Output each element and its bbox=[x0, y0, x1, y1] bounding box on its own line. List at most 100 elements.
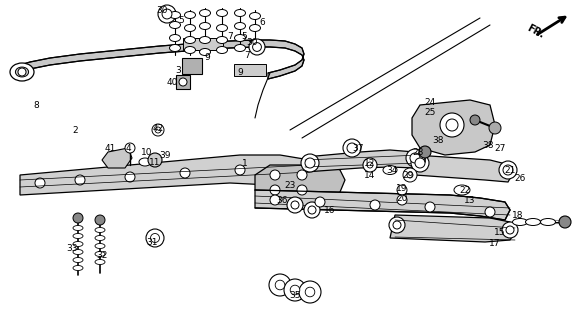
Circle shape bbox=[290, 285, 300, 295]
Ellipse shape bbox=[95, 252, 105, 257]
Text: 34: 34 bbox=[386, 165, 398, 174]
Text: 30: 30 bbox=[246, 37, 258, 46]
Circle shape bbox=[502, 222, 518, 238]
Circle shape bbox=[393, 221, 401, 229]
Polygon shape bbox=[415, 155, 512, 182]
Circle shape bbox=[270, 170, 280, 180]
Circle shape bbox=[73, 213, 83, 223]
Circle shape bbox=[425, 202, 435, 212]
Circle shape bbox=[503, 165, 513, 175]
Text: 14: 14 bbox=[364, 171, 376, 180]
Text: 6: 6 bbox=[259, 18, 265, 27]
Ellipse shape bbox=[513, 219, 527, 226]
Circle shape bbox=[299, 281, 321, 303]
Circle shape bbox=[148, 153, 162, 167]
Polygon shape bbox=[102, 148, 132, 168]
Text: 26: 26 bbox=[514, 173, 525, 182]
Ellipse shape bbox=[200, 49, 211, 55]
Bar bbox=[176, 75, 190, 89]
Ellipse shape bbox=[216, 46, 227, 53]
Polygon shape bbox=[255, 165, 345, 197]
Circle shape bbox=[155, 127, 161, 133]
Circle shape bbox=[125, 143, 135, 153]
Circle shape bbox=[275, 280, 285, 290]
Ellipse shape bbox=[454, 185, 470, 195]
Text: 7: 7 bbox=[227, 31, 233, 41]
Ellipse shape bbox=[184, 12, 195, 19]
Circle shape bbox=[308, 206, 316, 214]
Circle shape bbox=[270, 195, 280, 205]
Polygon shape bbox=[20, 155, 330, 195]
Circle shape bbox=[506, 226, 514, 234]
Ellipse shape bbox=[10, 63, 34, 81]
Text: 24: 24 bbox=[425, 98, 436, 107]
Ellipse shape bbox=[73, 266, 83, 270]
Polygon shape bbox=[255, 190, 510, 220]
Circle shape bbox=[304, 202, 320, 218]
Ellipse shape bbox=[73, 250, 83, 254]
Ellipse shape bbox=[525, 219, 541, 226]
Circle shape bbox=[162, 9, 172, 19]
Circle shape bbox=[407, 172, 413, 178]
Ellipse shape bbox=[95, 244, 105, 249]
Ellipse shape bbox=[95, 228, 105, 233]
Ellipse shape bbox=[95, 236, 105, 241]
Circle shape bbox=[291, 201, 299, 209]
Text: 9: 9 bbox=[237, 68, 243, 76]
Circle shape bbox=[95, 215, 105, 225]
Text: 16: 16 bbox=[324, 205, 336, 214]
Circle shape bbox=[415, 158, 425, 168]
Text: 32: 32 bbox=[96, 251, 108, 260]
Text: 21: 21 bbox=[505, 165, 516, 174]
Ellipse shape bbox=[216, 36, 227, 44]
Ellipse shape bbox=[95, 260, 105, 265]
Circle shape bbox=[18, 68, 26, 76]
Text: 5: 5 bbox=[241, 31, 247, 41]
Ellipse shape bbox=[234, 10, 245, 17]
Polygon shape bbox=[412, 100, 495, 155]
Circle shape bbox=[270, 185, 280, 195]
Ellipse shape bbox=[200, 22, 211, 29]
Circle shape bbox=[305, 158, 315, 168]
Circle shape bbox=[419, 146, 431, 158]
Circle shape bbox=[297, 170, 307, 180]
Circle shape bbox=[343, 139, 361, 157]
Circle shape bbox=[125, 172, 135, 182]
Text: 4: 4 bbox=[125, 143, 131, 153]
Ellipse shape bbox=[169, 35, 180, 42]
Ellipse shape bbox=[184, 36, 195, 44]
Text: 27: 27 bbox=[494, 143, 506, 153]
Ellipse shape bbox=[216, 10, 227, 17]
Circle shape bbox=[158, 5, 176, 23]
Text: 30: 30 bbox=[156, 5, 168, 14]
Text: 18: 18 bbox=[512, 211, 524, 220]
Ellipse shape bbox=[234, 22, 245, 29]
Circle shape bbox=[446, 119, 458, 131]
Ellipse shape bbox=[169, 12, 180, 19]
Text: 1: 1 bbox=[242, 158, 248, 167]
Circle shape bbox=[403, 168, 417, 182]
Ellipse shape bbox=[169, 44, 180, 52]
Ellipse shape bbox=[184, 46, 195, 53]
Text: 9: 9 bbox=[204, 52, 210, 61]
Text: 13: 13 bbox=[464, 196, 476, 204]
Ellipse shape bbox=[139, 158, 151, 166]
Ellipse shape bbox=[73, 258, 83, 262]
Text: 40: 40 bbox=[166, 77, 177, 86]
Text: 42: 42 bbox=[153, 124, 164, 132]
Circle shape bbox=[347, 143, 357, 153]
Text: 29: 29 bbox=[403, 171, 414, 180]
Text: 36: 36 bbox=[276, 196, 288, 204]
Circle shape bbox=[287, 197, 303, 213]
Circle shape bbox=[406, 149, 424, 167]
Ellipse shape bbox=[16, 67, 28, 77]
Text: 11: 11 bbox=[149, 157, 161, 166]
Circle shape bbox=[397, 195, 407, 205]
Ellipse shape bbox=[541, 219, 556, 226]
Polygon shape bbox=[390, 215, 515, 242]
Circle shape bbox=[559, 216, 571, 228]
Circle shape bbox=[150, 234, 160, 243]
Circle shape bbox=[410, 153, 420, 163]
Text: 20: 20 bbox=[396, 194, 408, 203]
Text: 23: 23 bbox=[284, 180, 296, 189]
